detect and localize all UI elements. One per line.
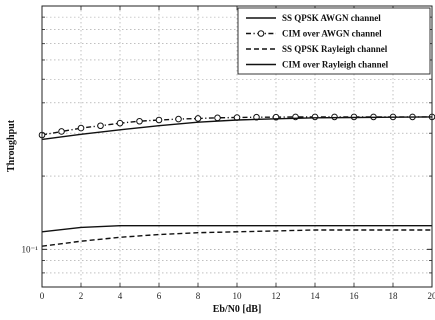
series-point — [311, 113, 319, 121]
series-point — [194, 115, 202, 122]
tick-layer: 0 2 4 6 8 10 12 14 16 18 20 10⁻¹ — [22, 6, 435, 301]
series-point — [97, 122, 104, 130]
series-point — [331, 113, 338, 121]
legend-box — [237, 7, 431, 75]
series-line-1 — [41, 224, 432, 233]
series-line-4 — [41, 116, 433, 141]
series-point — [77, 124, 85, 132]
legend-label: SS QPSK AWGN channel — [282, 13, 381, 23]
x-axis-title: Eb/N0 [dB] — [213, 304, 262, 315]
series-point — [116, 119, 124, 127]
legend-marker — [257, 30, 265, 37]
series-point — [214, 114, 221, 122]
series-point — [136, 117, 143, 125]
x-tick-label: 20 — [428, 291, 435, 301]
x-tick-label: 6 — [157, 291, 162, 301]
x-tick-label: 0 — [40, 291, 45, 301]
x-tick-label: 12 — [272, 291, 281, 301]
x-tick-label: 16 — [350, 291, 360, 301]
x-tick-label: 2 — [79, 291, 84, 301]
y-tick-label: 10⁻¹ — [22, 244, 39, 254]
x-tick-label: 4 — [118, 291, 123, 301]
x-tick-label: 14 — [311, 291, 321, 301]
series-line-3 — [41, 229, 432, 247]
legend-label: CIM over AWGN channel — [282, 29, 382, 39]
x-tick-label: 18 — [389, 291, 399, 301]
x-tick-label: 10 — [233, 291, 243, 301]
legend-label: CIM over Rayleigh channel — [282, 60, 389, 70]
legend: SS QPSK AWGN channel CIM over AWGN channe… — [237, 7, 431, 75]
series-point — [58, 128, 65, 135]
y-axis-title: Throughput — [6, 119, 17, 172]
series-point — [175, 115, 182, 123]
x-tick-label: 8 — [196, 291, 201, 301]
legend-label: SS QPSK Rayleigh channel — [282, 44, 388, 54]
series-point — [155, 116, 163, 124]
series-layer — [38, 113, 435, 247]
